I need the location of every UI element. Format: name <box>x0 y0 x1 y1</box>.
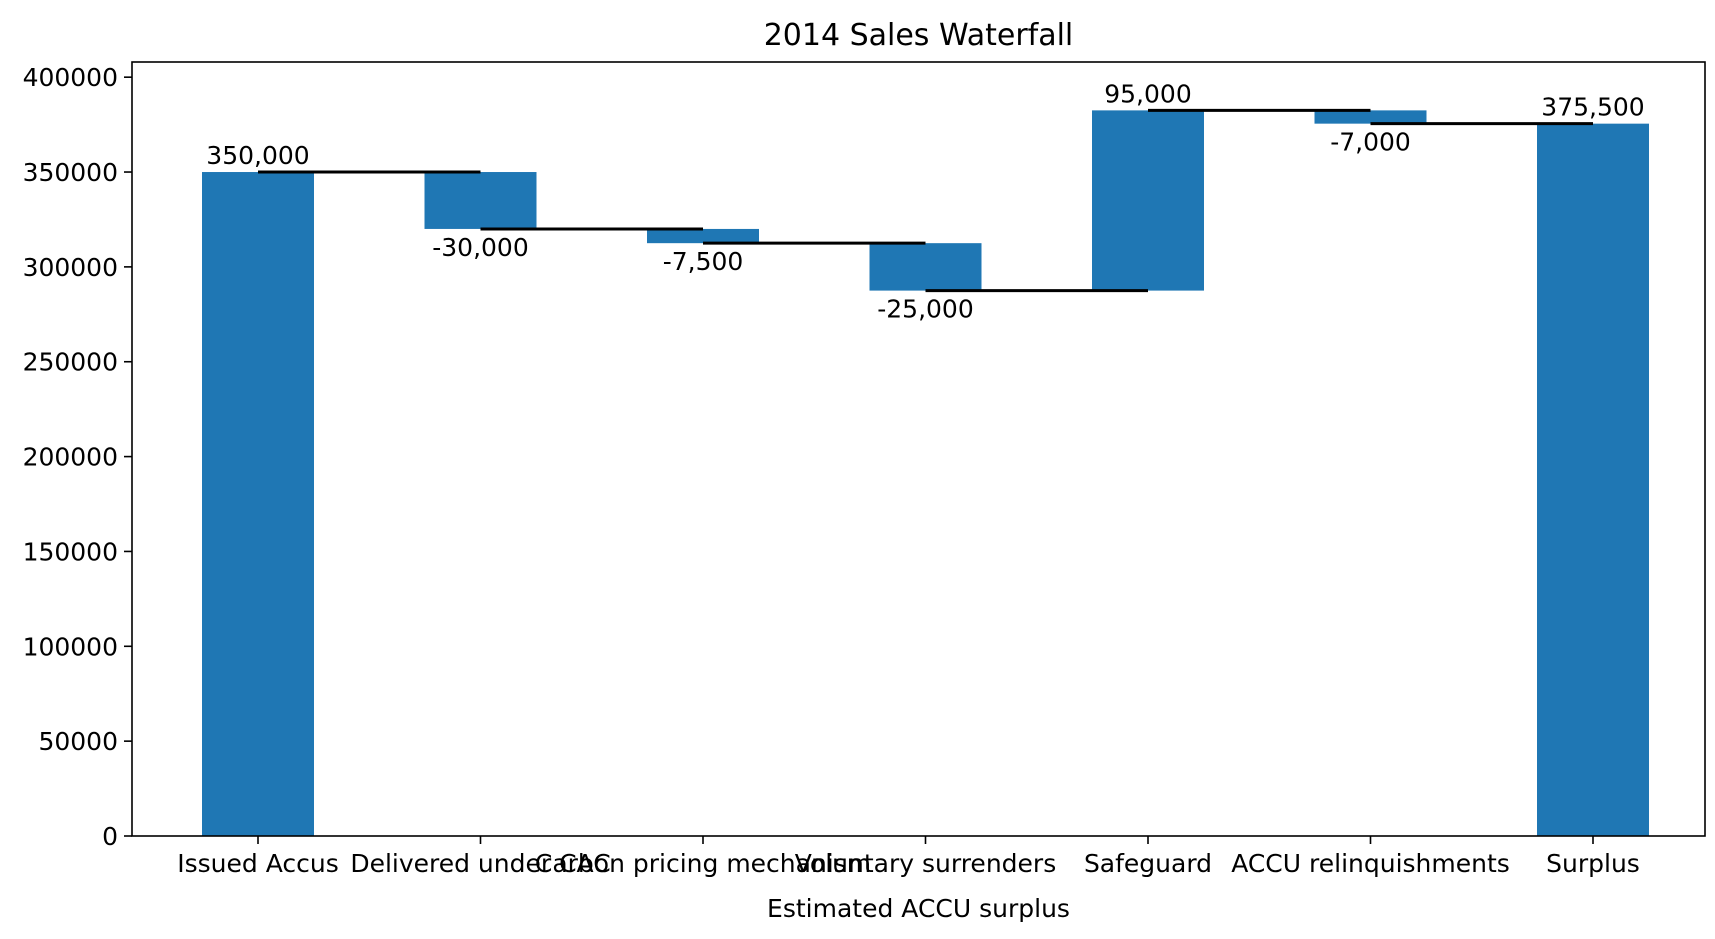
y-tick-label-6: 300000 <box>23 253 118 282</box>
x-tick-label-4: Safeguard <box>1084 849 1212 878</box>
x-tick-label-2: Carbon pricing mechanism <box>535 849 871 878</box>
data-label-0: 350,000 <box>206 141 309 170</box>
chart-title: 2014 Sales Waterfall <box>764 18 1074 53</box>
bar-1 <box>424 172 537 229</box>
bar-6 <box>1537 123 1649 836</box>
y-tick-label-4: 200000 <box>23 443 118 472</box>
data-labels-group: 350,000 -30,000 -7,500 -25,000 95,000 -7,000 3… <box>206 79 1644 323</box>
y-tick-label-3: 150000 <box>23 537 118 566</box>
plot-frame <box>131 61 1706 837</box>
y-tick-label-7: 350000 <box>23 158 118 187</box>
data-label-4: 95,000 <box>1104 79 1191 108</box>
y-axis: 0 50000 100000 150000 200000 250000 300000 3500… <box>23 63 132 851</box>
data-label-2: -7,500 <box>663 247 744 276</box>
x-tick-label-5: ACCU relinquishments <box>1231 849 1510 878</box>
bars-group <box>202 110 1649 836</box>
x-tick-label-6: Surplus <box>1546 849 1640 878</box>
bar-2 <box>647 228 759 244</box>
x-tick-label-1: Delivered under CAC <box>350 849 610 878</box>
y-tick-label-0: 0 <box>102 822 118 851</box>
data-label-5: -7,000 <box>1330 128 1411 157</box>
connectors-group <box>258 108 1593 293</box>
x-axis-label: Estimated ACCU surplus <box>767 894 1070 923</box>
data-label-1: -30,000 <box>432 233 529 262</box>
bar-3 <box>869 243 982 291</box>
y-tick-label-2: 100000 <box>23 632 118 661</box>
data-label-3: -25,000 <box>877 295 974 324</box>
y-tick-label-5: 250000 <box>23 348 118 377</box>
bar-0 <box>202 172 314 836</box>
x-tick-label-0: Issued Accus <box>177 849 339 878</box>
x-tick-label-3: Voluntary surrenders <box>795 849 1056 878</box>
y-tick-label-1: 50000 <box>38 727 118 756</box>
bar-4 <box>1092 110 1204 291</box>
data-label-6: 375,500 <box>1541 93 1644 122</box>
y-tick-label-8: 400000 <box>23 63 118 92</box>
bar-5 <box>1314 110 1427 124</box>
